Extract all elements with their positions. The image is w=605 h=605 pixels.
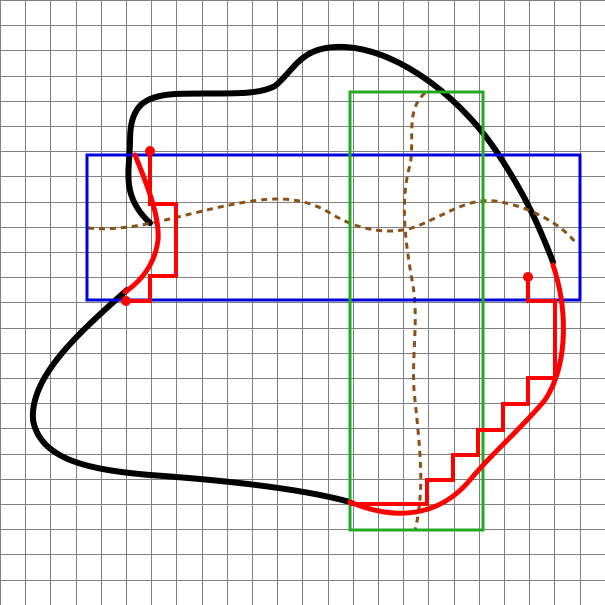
highlight-curve-right <box>347 262 566 516</box>
dotted-vertical-path <box>402 91 427 531</box>
highlight-curve-left <box>122 152 161 295</box>
vertical-box <box>348 90 485 532</box>
closed-curve <box>125 43 556 265</box>
endpoint-left-bottom <box>121 296 131 306</box>
staircase-left <box>125 150 178 303</box>
dotted-horizontal-path <box>87 197 577 243</box>
closed-curve-lower <box>29 287 353 505</box>
endpoint-right <box>523 272 533 282</box>
horizontal-box <box>85 153 582 302</box>
endpoint-left-top <box>145 146 155 156</box>
staircase-right <box>350 277 557 506</box>
